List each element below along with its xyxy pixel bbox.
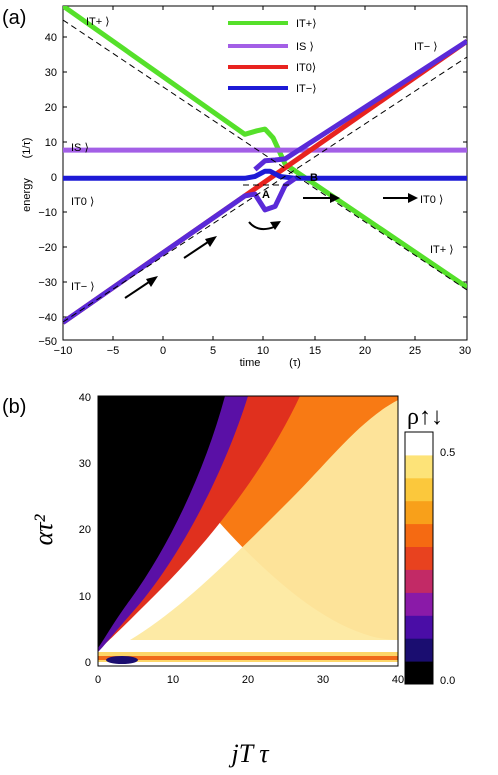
heatmap-bottom-spot <box>106 656 138 664</box>
panel-a-ylabel: energy <box>21 178 33 212</box>
panel-a-xlabel: time <box>240 357 261 369</box>
panel-a: (a) 40 30 20 10 0 −10 −20 −30 −40 −50 <box>2 5 471 369</box>
ytick-label: −30 <box>38 277 57 289</box>
annotation-point-b: B <box>310 172 318 184</box>
annotation-t0-right: IT0 ⟩ <box>420 194 443 206</box>
ytick-label: −10 <box>38 207 57 219</box>
legend-label: IT0⟩ <box>296 62 316 74</box>
colorbar-cell <box>405 592 433 616</box>
annotation-point-a: A <box>262 189 270 201</box>
ytick-label: −40 <box>38 312 57 324</box>
panel-a-label: (a) <box>2 7 26 29</box>
panel-a-series <box>63 6 467 325</box>
annotation-tminus-left: IT− ⟩ <box>71 281 95 293</box>
dashed-guide-tminus <box>63 56 467 323</box>
legend-label: IT−⟩ <box>296 83 317 95</box>
ytick-label: 40 <box>79 392 91 404</box>
panel-a-xtick-marks <box>112 6 416 340</box>
arrow-icon <box>124 276 158 299</box>
colorbar-cell <box>405 500 433 525</box>
ytick-label: 0 <box>85 657 91 669</box>
xtick-label: −10 <box>54 345 73 357</box>
panel-a-dashed-guides <box>63 19 467 323</box>
panel-b-yticks: 0 10 20 30 40 <box>79 392 91 669</box>
xtick-label: 30 <box>459 345 471 357</box>
panel-b-ylabel: ατ² <box>29 513 58 545</box>
legend-label: IT+⟩ <box>296 18 317 30</box>
ytick-label: 20 <box>79 524 91 536</box>
heatmap-bottom-strip-red <box>98 656 398 660</box>
xtick-label: 0 <box>160 345 166 357</box>
colorbar-cells <box>405 432 433 685</box>
ytick-label: 10 <box>45 137 57 149</box>
arrow-icon <box>303 193 340 203</box>
arrow-icon <box>383 193 418 203</box>
panel-a-yticks: 40 30 20 10 0 −10 −20 −30 −40 −50 <box>38 32 57 348</box>
ytick-label: 30 <box>79 458 91 470</box>
xtick-label: 30 <box>317 674 329 686</box>
colorbar-cell <box>405 523 433 547</box>
colorbar-cell <box>405 477 433 502</box>
panel-a-xlabel-unit: (τ) <box>289 357 301 369</box>
annotation-tplus-right: IT+ ⟩ <box>430 244 454 256</box>
xtick-label: 25 <box>409 345 421 357</box>
ytick-label: 10 <box>79 591 91 603</box>
xtick-label: 10 <box>257 345 269 357</box>
panel-a-arrows <box>124 193 418 299</box>
panel-b: (b) 0 10 20 30 40 0 10 20 30 <box>2 392 455 768</box>
series-line-0 <box>63 6 467 290</box>
panel-b-axes-frame <box>97 395 399 667</box>
xtick-label: 40 <box>392 674 404 686</box>
colorbar-title: ρ↑↓ <box>407 404 443 430</box>
colorbar-frame <box>404 431 434 685</box>
annotation-tplus-top: IT+ ⟩ <box>86 16 110 28</box>
series-line-5 <box>253 39 467 172</box>
panel-a-axes-frame <box>62 5 468 341</box>
colorbar: ρ↑↓ 0.5 0.0 <box>404 404 455 687</box>
panel-b-xticks: 0 10 20 30 40 <box>95 674 404 686</box>
colorbar-cell <box>405 432 433 456</box>
xtick-label: 20 <box>359 345 371 357</box>
heatmap-yellow-band <box>130 400 398 640</box>
colorbar-cell <box>405 661 433 685</box>
panel-b-label: (b) <box>2 396 26 418</box>
legend-label: IS ⟩ <box>296 41 314 53</box>
colorbar-cell <box>405 638 433 662</box>
xtick-label: 15 <box>309 345 321 357</box>
colorbar-cell <box>405 569 433 593</box>
curved-arrow-icon <box>248 221 281 231</box>
xtick-label: 20 <box>242 674 254 686</box>
xtick-label: 10 <box>167 674 179 686</box>
panel-a-xticks: −10 −5 0 5 10 15 20 25 30 <box>54 345 471 357</box>
heatmap-black-region <box>98 396 225 648</box>
ytick-label: 40 <box>45 32 57 44</box>
series-line-4 <box>63 176 297 325</box>
ytick-label: 30 <box>45 67 57 79</box>
annotation-tminus-right: IT− ⟩ <box>414 41 438 53</box>
colorbar-max-label: 0.5 <box>440 447 455 459</box>
ytick-label: −50 <box>38 336 57 348</box>
colorbar-cell <box>405 546 433 570</box>
panel-a-ylabel-unit: (1/τ) <box>21 138 33 159</box>
xtick-label: 0 <box>95 674 101 686</box>
dashed-guide-tplus <box>63 19 467 291</box>
ytick-label: −20 <box>38 242 57 254</box>
heatmap <box>98 396 398 666</box>
xtick-label: −5 <box>107 345 120 357</box>
panel-a-annotations: IT+ ⟩ IS ⟩ IT0 ⟩ IT− ⟩ IT− ⟩ IT+ ⟩ IT0 ⟩… <box>71 16 454 293</box>
ytick-label: 20 <box>45 102 57 114</box>
annotation-t0-left: IT0 ⟩ <box>71 196 94 208</box>
panel-a-legend: IT+⟩ IS ⟩ IT0⟩ IT−⟩ <box>228 18 317 95</box>
colorbar-cell <box>405 454 433 479</box>
colorbar-cell <box>405 615 433 639</box>
xtick-label: 5 <box>210 345 216 357</box>
ytick-label: 0 <box>51 172 57 184</box>
panel-b-xlabel: jT τ <box>228 739 270 768</box>
colorbar-min-label: 0.0 <box>440 675 455 687</box>
annotation-s-left: IS ⟩ <box>71 142 89 154</box>
series-line-3 <box>63 168 467 181</box>
arrow-icon <box>183 236 217 259</box>
